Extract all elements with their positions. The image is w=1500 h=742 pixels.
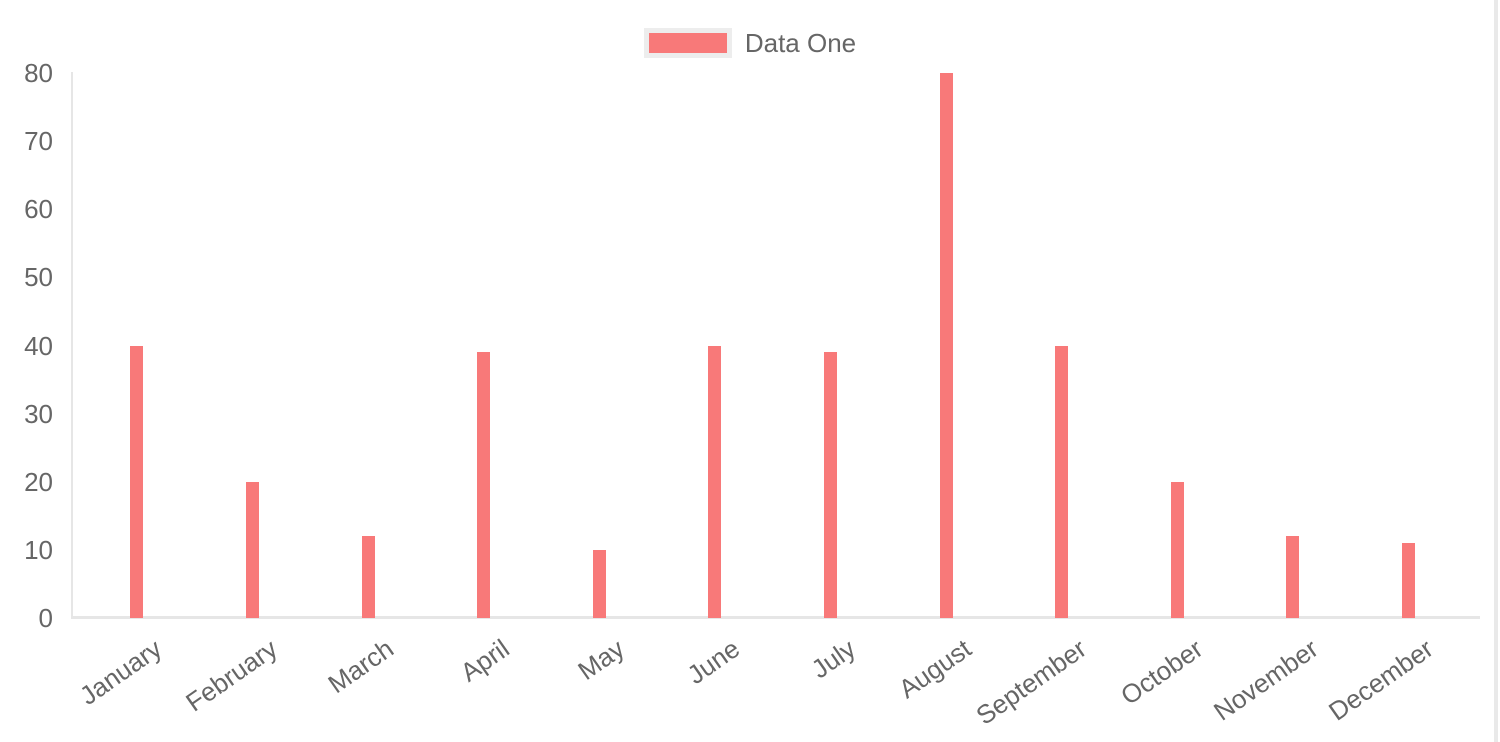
y-axis-tick-label: 20 <box>24 466 53 497</box>
bar-may[interactable] <box>592 549 606 618</box>
x-axis-label-march: March <box>322 633 399 700</box>
x-axis-line <box>71 616 1480 619</box>
x-axis-label-november: November <box>1207 633 1324 727</box>
x-axis-label-july: July <box>805 633 862 685</box>
y-axis-tick-label: 50 <box>24 262 53 293</box>
bar-november[interactable] <box>1286 536 1300 618</box>
bar-june[interactable] <box>708 345 722 618</box>
legend: Data One <box>0 27 1500 59</box>
x-axis-label-february: February <box>180 633 284 718</box>
bar-april[interactable] <box>477 352 491 618</box>
bar-july[interactable] <box>823 352 837 618</box>
x-axis-label-september: September <box>970 633 1093 731</box>
x-axis-label-april: April <box>454 633 515 688</box>
legend-label: Data One <box>744 28 857 58</box>
bar-march[interactable] <box>361 536 375 618</box>
y-axis-tick-label: 70 <box>24 126 53 157</box>
bar-september[interactable] <box>1055 345 1069 618</box>
page-right-border <box>1494 0 1498 742</box>
bar-february[interactable] <box>245 481 259 618</box>
x-axis-label-may: May <box>572 633 630 686</box>
x-axis-label-june: June <box>682 633 746 691</box>
x-axis-label-august: August <box>893 633 977 705</box>
x-axis-label-december: December <box>1323 633 1440 727</box>
legend-item-data-one[interactable]: Data One <box>643 28 857 58</box>
y-axis-tick-label: 0 <box>38 603 53 633</box>
bar-december[interactable] <box>1401 543 1415 618</box>
y-axis-tick-label: 80 <box>24 58 53 88</box>
y-axis-tick-label: 10 <box>24 534 53 565</box>
y-axis-tick-label: 40 <box>24 330 53 361</box>
bar-august[interactable] <box>939 73 953 618</box>
bar-january[interactable] <box>130 345 144 618</box>
y-axis-tick-label: 30 <box>24 398 53 429</box>
x-axis-label-october: October <box>1114 633 1208 711</box>
bar-october[interactable] <box>1170 481 1184 618</box>
legend-swatch <box>643 28 732 58</box>
x-axis-label-january: January <box>74 633 168 711</box>
y-axis-line <box>71 72 73 619</box>
y-axis-tick-label: 60 <box>24 194 53 225</box>
